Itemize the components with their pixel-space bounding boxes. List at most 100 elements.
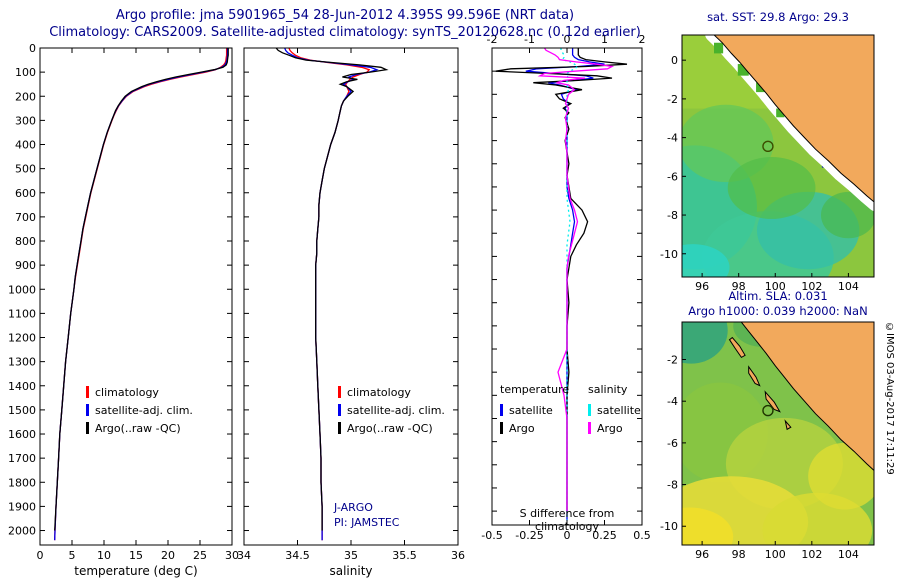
legend-label: climatology <box>347 385 411 399</box>
y-tick-label: 400 <box>15 139 36 152</box>
map-y-tick-label: 0 <box>671 54 678 67</box>
x-tick-label: 36 <box>451 549 465 562</box>
x-tick-label: 34 <box>237 549 251 562</box>
x-tick-label: 30 <box>225 549 239 562</box>
x-tick-label: 0.5 <box>633 529 651 542</box>
x-tick-label: 10 <box>97 549 111 562</box>
map-x-tick-label: 96 <box>695 548 709 561</box>
sla-map-title: Altim. SLA: 0.031 <box>728 289 828 303</box>
island-outline <box>764 390 781 413</box>
y-tick-label: 1000 <box>8 283 36 296</box>
map-y-tick-label: -10 <box>660 248 678 261</box>
map-y-tick-label: -4 <box>667 395 678 408</box>
argo-heights-title: Argo h1000: 0.039 h2000: NaN <box>688 304 868 318</box>
map-y-tick-label: -10 <box>660 520 678 533</box>
map-x-tick-label: 100 <box>765 548 786 561</box>
series-argo <box>54 48 229 531</box>
legend-item: satellite <box>500 401 569 419</box>
y-tick-label: 1300 <box>8 356 36 369</box>
temperature-legend: climatology satellite-adj. clim. Argo(..… <box>86 383 193 437</box>
island-outline <box>784 419 792 431</box>
y-tick-label: 1700 <box>8 452 36 465</box>
y-tick-label: 1200 <box>8 332 36 345</box>
temperature-axis-label: temperature (deg C) <box>74 564 198 578</box>
pi-annotation-line1: J-ARGO <box>334 501 373 514</box>
coastal-data-patch <box>737 64 749 76</box>
legend-label: satellite-adj. clim. <box>347 403 445 417</box>
x-tick-label: 5 <box>69 549 76 562</box>
difference-profile-lines <box>495 48 628 521</box>
credit-text: ©IMOS 03-Aug-2017 17:11:29 <box>884 322 895 475</box>
legend-item: satellite-adj. clim. <box>86 401 193 419</box>
sla-map <box>682 322 874 545</box>
legend-item: Argo(..raw -QC) <box>86 419 193 437</box>
map-x-tick-label: 102 <box>801 280 822 293</box>
x-tick-label: -0.5 <box>481 529 502 542</box>
y-tick-label: 1800 <box>8 476 36 489</box>
salinity-legend: climatology satellite-adj. clim. Argo(..… <box>338 383 445 437</box>
figure-title-line1: Argo profile: jma 5901965_54 28-Jun-2012… <box>115 8 575 23</box>
temperature-profile-frame <box>39 47 233 546</box>
island-outline <box>728 336 746 359</box>
map-y-tick-label: -2 <box>667 354 678 367</box>
legend-column-header: temperature <box>500 383 570 396</box>
difference-legend-salinity: salinity satellite Argo <box>588 383 641 437</box>
map-y-tick-label: -2 <box>667 93 678 106</box>
legend-item: satellite <box>588 401 641 419</box>
difference-legend-temperature: temperature satellite Argo <box>500 383 569 437</box>
series-argo <box>275 48 389 531</box>
land-sumatra <box>713 35 874 203</box>
series-satellite-adj-climatology <box>54 48 229 541</box>
argo-position-marker <box>762 404 774 417</box>
y-tick-label: 1100 <box>8 307 36 320</box>
legend-swatch-t-argo <box>500 422 503 434</box>
y-tick-label: 200 <box>15 90 36 103</box>
map-x-tick-label: 104 <box>838 548 859 561</box>
y-tick-label: 800 <box>15 235 36 248</box>
figure-title-line2: Climatology: CARS2009. Satellite-adjuste… <box>49 25 641 40</box>
y-tick-label: 0 <box>29 42 36 55</box>
legend-swatch-argo <box>338 422 341 434</box>
y-tick-label: 500 <box>15 163 36 176</box>
map-y-tick-label: -6 <box>667 437 678 450</box>
series-climatology <box>288 48 371 541</box>
legend-swatch-satellite-clim <box>338 404 341 416</box>
x-tick-label: -1 <box>524 33 535 46</box>
sea-color-patch <box>808 442 874 510</box>
legend-item: Argo <box>588 419 641 437</box>
map-x-tick-label: 98 <box>732 280 746 293</box>
salinity-profile-lines <box>275 48 389 541</box>
argo-position-marker <box>762 140 774 153</box>
s-difference-axis-label: S difference from climatology <box>519 507 615 533</box>
y-tick-label: 1400 <box>8 380 36 393</box>
legend-label: satellite <box>597 403 641 417</box>
salinity-axis-label: salinity <box>329 564 373 578</box>
legend-swatch-climatology <box>338 386 341 398</box>
x-tick-label: 0 <box>564 33 571 46</box>
legend-column-header: salinity <box>588 383 628 396</box>
legend-swatch-climatology <box>86 386 89 398</box>
x-tick-label: 34.5 <box>285 549 310 562</box>
y-tick-label: 300 <box>15 114 36 127</box>
y-tick-label: 100 <box>15 66 36 79</box>
x-tick-label: 35 <box>344 549 358 562</box>
legend-label: Argo <box>597 421 623 435</box>
legend-item: Argo <box>500 419 569 437</box>
legend-swatch-argo <box>86 422 89 434</box>
sea-color-patch <box>682 322 728 364</box>
legend-item: satellite-adj. clim. <box>338 401 445 419</box>
legend-item: climatology <box>86 383 193 401</box>
coastal-data-patch <box>714 42 724 54</box>
y-tick-label: 2000 <box>8 525 36 538</box>
x-tick-label: -0.25 <box>515 529 543 542</box>
land-sumatra <box>740 322 874 472</box>
x-tick-label: 2 <box>639 33 646 46</box>
map-y-tick-label: -8 <box>667 479 678 492</box>
map-x-tick-label: 102 <box>801 548 822 561</box>
map-y-tick-label: -8 <box>667 209 678 222</box>
y-tick-label: 1900 <box>8 500 36 513</box>
legend-label: satellite-adj. clim. <box>95 403 193 417</box>
temperature-profile-lines <box>54 48 229 541</box>
legend-swatch-s-satellite <box>588 404 591 416</box>
